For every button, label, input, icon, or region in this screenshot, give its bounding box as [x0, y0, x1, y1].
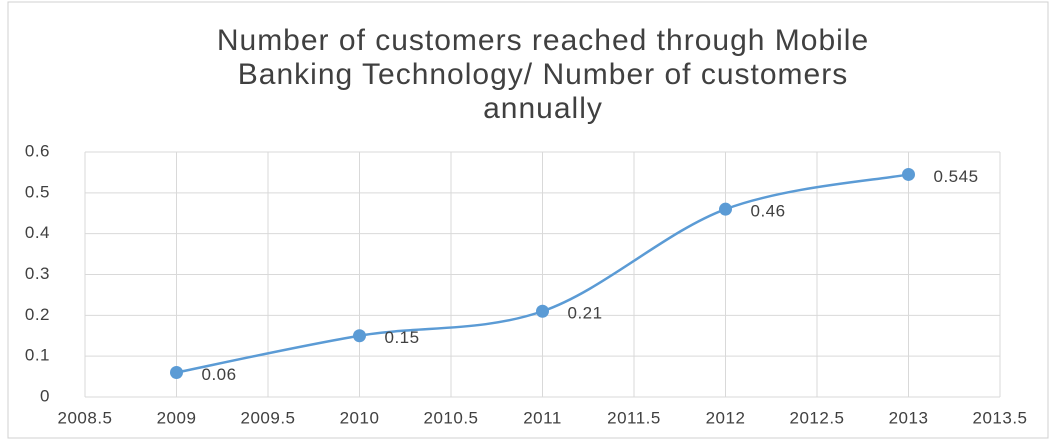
data-label: 0.15: [385, 328, 420, 347]
x-tick-label: 2008.5: [58, 408, 113, 427]
x-tick-label: 2009.5: [241, 408, 296, 427]
data-point: [170, 366, 183, 379]
x-tick-label: 2013.5: [973, 408, 1028, 427]
y-tick-label: 0.6: [25, 141, 50, 160]
x-tick-label: 2009: [157, 408, 197, 427]
y-tick-label: 0.4: [25, 223, 50, 242]
x-tick-label: 2011: [523, 408, 562, 427]
x-tick-label: 2010: [340, 408, 380, 427]
x-tick-label: 2012.5: [790, 408, 845, 427]
data-label: 0.46: [751, 202, 786, 221]
data-label: 0.545: [934, 167, 979, 186]
y-tick-label: 0.3: [25, 264, 50, 283]
y-tick-label: 0.5: [25, 182, 50, 201]
data-point: [719, 202, 732, 216]
x-tick-label: 2013: [889, 408, 929, 427]
data-point: [536, 304, 549, 318]
y-tick-label: 0.2: [25, 305, 50, 324]
y-tick-label: 0: [40, 386, 50, 405]
x-tick-label: 2010.5: [424, 408, 479, 427]
chart-frame: [7, 1, 1049, 439]
data-point: [353, 329, 366, 343]
data-label: 0.21: [568, 304, 603, 323]
data-label: 0.06: [202, 365, 237, 384]
x-tick-label: 2012: [706, 408, 746, 427]
data-point: [902, 167, 915, 181]
y-tick-label: 0.1: [25, 346, 50, 365]
x-tick-label: 2011.5: [607, 408, 661, 427]
chart-title: Number of customers reached through Mobi…: [216, 24, 870, 125]
